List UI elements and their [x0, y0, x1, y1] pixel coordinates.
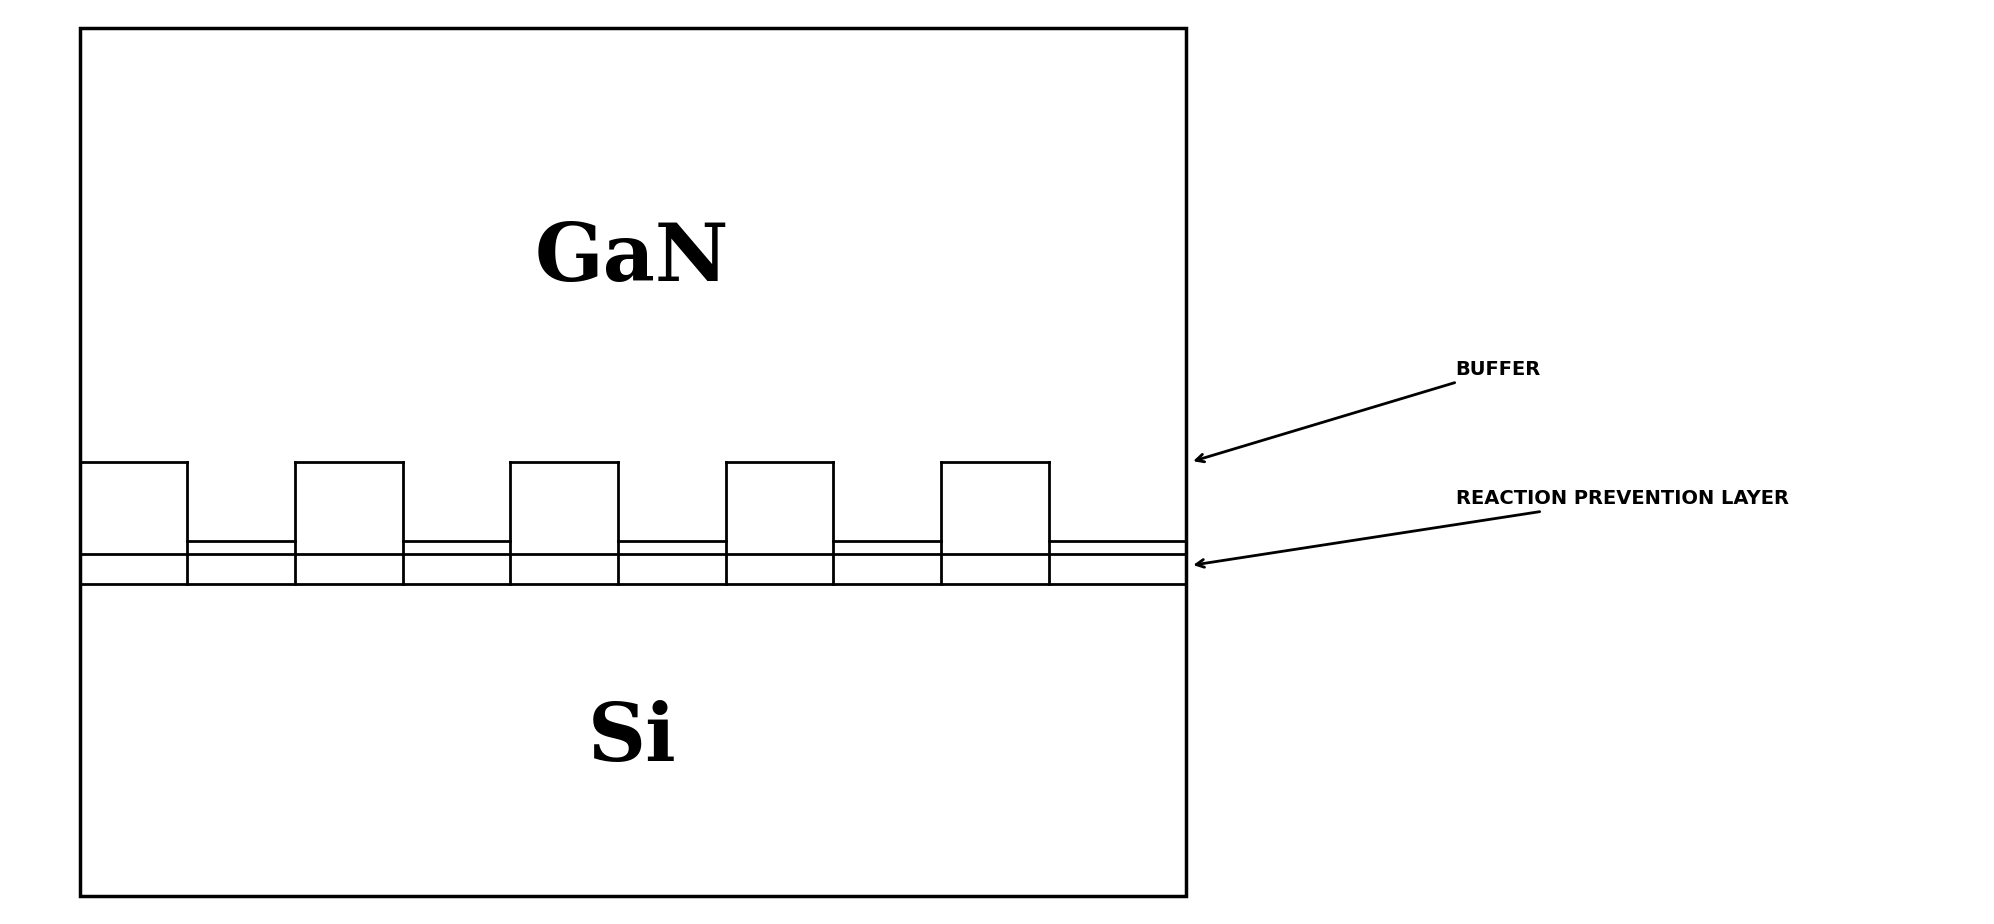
Bar — [187, 462, 295, 541]
Text: BUFFER: BUFFER — [1196, 360, 1541, 462]
Bar — [80, 28, 1186, 896]
Bar — [187, 462, 295, 584]
Text: Si: Si — [588, 700, 676, 778]
Bar — [80, 554, 1186, 896]
Bar — [403, 462, 510, 584]
Bar — [833, 462, 941, 584]
Bar — [80, 462, 1186, 541]
Bar — [80, 541, 1186, 584]
Bar — [1049, 462, 1186, 541]
Bar — [80, 462, 1186, 541]
Text: REACTION PREVENTION LAYER: REACTION PREVENTION LAYER — [1196, 490, 1789, 567]
Text: GaN: GaN — [534, 220, 730, 298]
Bar — [80, 28, 1186, 462]
Bar — [80, 28, 1186, 462]
Bar — [403, 541, 510, 584]
Bar — [833, 541, 941, 584]
Bar — [187, 541, 295, 584]
Bar — [618, 462, 726, 541]
Bar — [80, 541, 1186, 584]
Bar — [618, 541, 726, 584]
Bar — [1049, 541, 1186, 584]
Bar — [403, 462, 510, 541]
Bar — [80, 554, 1186, 896]
Bar — [833, 462, 941, 541]
Bar — [618, 462, 726, 584]
Bar — [1049, 462, 1186, 584]
